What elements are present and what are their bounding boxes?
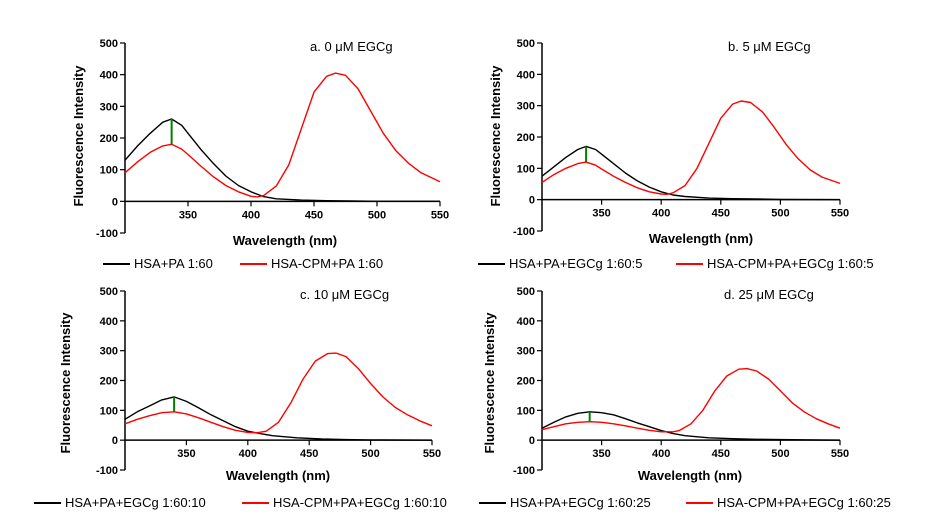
y-axis-title: Fluorescence Intensity [482, 312, 497, 454]
panel-b: b. 5 μM EGCg Wavelength (nm) Fluorescenc… [488, 38, 849, 246]
x-tick-label: 350 [592, 448, 610, 460]
legend-label: HSA+PA 1:60 [134, 256, 213, 271]
y-tick-label: 300 [517, 101, 535, 113]
y-tick-label: 300 [100, 346, 118, 358]
legend-a: HSA+PA 1:60 HSA-CPM+PA 1:60 [103, 256, 383, 271]
panel-title: d. 25 μM EGCg [724, 287, 814, 302]
x-tick-label: 350 [179, 209, 197, 221]
panel-title: c. 10 μM EGCg [300, 287, 389, 302]
y-tick-label: -100 [513, 226, 535, 238]
y-tick-label: 100 [100, 165, 118, 177]
panel-c: c. 10 μM EGCg Wavelength (nm) Fluorescen… [58, 286, 441, 483]
x-tick-label: 400 [652, 448, 670, 460]
legend-label: HSA-CPM+PA+EGCg 1:60:25 [717, 495, 891, 510]
series-line-black [124, 118, 440, 203]
x-tick-label: 500 [771, 448, 789, 460]
y-tick-label: 300 [517, 346, 535, 358]
panel-title: a. 0 μM EGCg [310, 39, 393, 54]
x-tick-label: 500 [771, 208, 789, 220]
x-tick-label: 400 [239, 448, 257, 460]
series-line-black [541, 411, 841, 441]
panel-title: b. 5 μM EGCg [728, 39, 811, 54]
x-tick-label: 350 [592, 208, 610, 220]
legend-label: HSA+PA+EGCg 1:60:5 [509, 256, 642, 271]
y-tick-label: 400 [100, 70, 118, 82]
x-tick-label: 450 [712, 208, 730, 220]
legend-d: HSA+PA+EGCg 1:60:25 HSA-CPM+PA+EGCg 1:60… [479, 495, 891, 510]
y-tick-label: 0 [529, 195, 535, 207]
y-tick-label: 100 [517, 163, 535, 175]
y-tick-label: -100 [513, 465, 535, 477]
legend-b: HSA+PA+EGCg 1:60:5 HSA-CPM+PA+EGCg 1:60:… [478, 256, 874, 271]
y-axis-title: Fluorescence Intensity [488, 65, 503, 207]
panel-d: d. 25 μM EGCg Wavelength (nm) Fluorescen… [482, 286, 849, 483]
series-line-red [541, 367, 841, 433]
series-line-black [124, 396, 433, 441]
panel-a: a. 0 μM EGCg Wavelength (nm) Fluorescenc… [71, 38, 449, 248]
x-tick-label: 500 [368, 209, 386, 221]
y-tick-label: 200 [100, 133, 118, 145]
x-tick-label: 550 [431, 209, 449, 221]
y-tick-label: 0 [529, 435, 535, 447]
y-tick-label: 300 [100, 101, 118, 113]
y-tick-label: 400 [517, 69, 535, 81]
x-axis-title: Wavelength (nm) [226, 468, 330, 483]
x-tick-label: 550 [831, 208, 849, 220]
y-tick-label: 500 [100, 38, 118, 50]
y-tick-label: 200 [100, 376, 118, 388]
y-tick-label: 500 [100, 286, 118, 298]
y-tick-label: 500 [517, 286, 535, 298]
legend-label: HSA+PA+EGCg 1:60:25 [510, 495, 651, 510]
x-axis-title: Wavelength (nm) [233, 233, 337, 248]
y-tick-label: 400 [100, 316, 118, 328]
x-tick-label: 400 [242, 209, 260, 221]
x-tick-label: 550 [831, 448, 849, 460]
y-tick-label: -100 [96, 465, 118, 477]
legend-c: HSA+PA+EGCg 1:60:10 HSA-CPM+PA+EGCg 1:60… [34, 495, 447, 510]
y-tick-label: 100 [517, 405, 535, 417]
series-line-red [124, 352, 433, 434]
x-tick-label: 350 [177, 448, 195, 460]
y-axis-title: Fluorescence Intensity [71, 65, 86, 207]
x-axis-title: Wavelength (nm) [649, 231, 753, 246]
series-line-black [541, 145, 841, 201]
y-tick-label: 400 [517, 316, 535, 328]
legend-label: HSA+PA+EGCg 1:60:10 [65, 495, 206, 510]
x-tick-label: 550 [423, 448, 441, 460]
y-tick-label: -100 [96, 228, 118, 240]
y-tick-label: 0 [112, 435, 118, 447]
series-line-red [124, 72, 441, 198]
x-tick-label: 400 [652, 208, 670, 220]
y-axis-title: Fluorescence Intensity [58, 312, 73, 454]
y-tick-label: 200 [517, 376, 535, 388]
y-tick-label: 0 [112, 196, 118, 208]
legend-label: HSA-CPM+PA 1:60 [271, 256, 383, 271]
x-tick-label: 450 [712, 448, 730, 460]
x-tick-label: 450 [300, 448, 318, 460]
x-tick-label: 450 [305, 209, 323, 221]
x-axis-title: Wavelength (nm) [638, 468, 742, 483]
series-line-red [541, 100, 841, 196]
y-tick-label: 100 [100, 405, 118, 417]
x-tick-label: 500 [361, 448, 379, 460]
legend-label: HSA-CPM+PA+EGCg 1:60:5 [707, 256, 874, 271]
y-tick-label: 500 [517, 38, 535, 50]
legend-label: HSA-CPM+PA+EGCg 1:60:10 [273, 495, 447, 510]
y-tick-label: 200 [517, 132, 535, 144]
